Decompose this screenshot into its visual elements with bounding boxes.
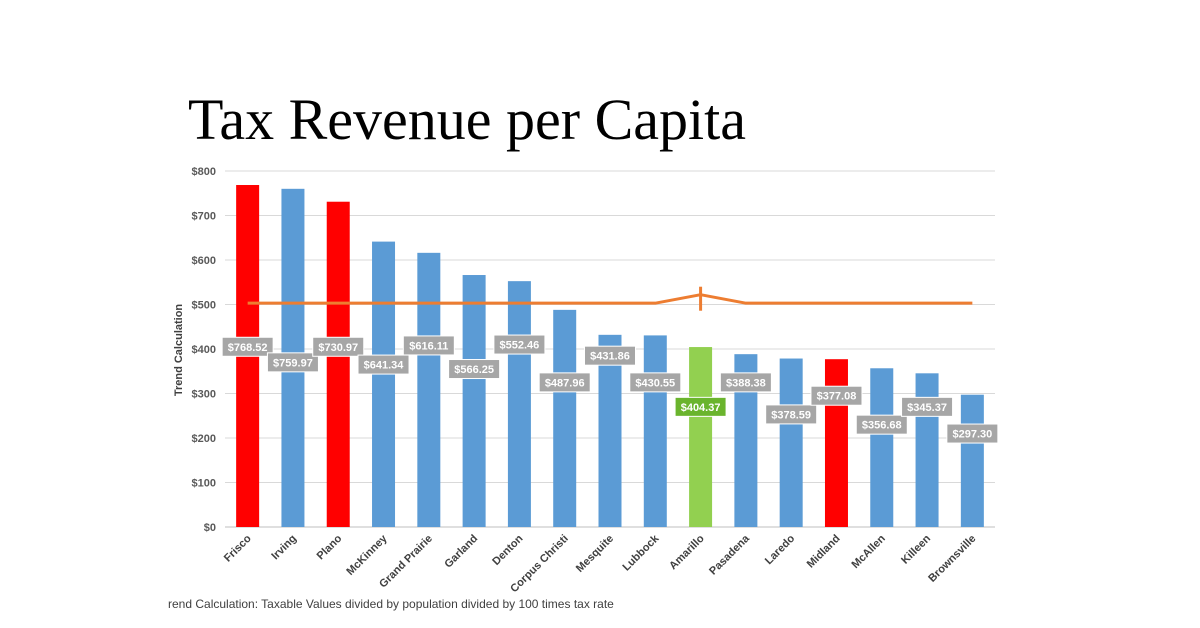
data-label-text: $431.86 [590, 351, 630, 363]
y-tick-label: $100 [192, 478, 216, 490]
bar-lubbock [643, 335, 667, 527]
data-label: $356.68 [855, 414, 908, 435]
data-label-box [630, 373, 681, 392]
bar-mckinney [372, 241, 396, 527]
data-label: $759.97 [266, 352, 319, 373]
data-label-text: $759.97 [273, 357, 313, 369]
y-tick-label: $0 [204, 522, 216, 534]
data-label-box [449, 360, 500, 379]
data-label-box [766, 405, 817, 424]
bar-denton [507, 281, 531, 527]
data-label-text: $345.37 [907, 402, 947, 414]
data-labels: $768.52 $759.97 $730.97 $641.34 $616.11 $566.… [221, 334, 999, 444]
x-tick-label: Denton [490, 532, 525, 567]
data-label-box [494, 335, 545, 354]
x-tick-label: Amarillo [667, 532, 707, 572]
y-tick-label: $600 [192, 255, 216, 267]
bar-corpus-christi [553, 309, 577, 527]
data-label: $345.37 [901, 396, 954, 417]
data-label-text: $378.59 [771, 409, 811, 421]
data-label-box [720, 373, 771, 392]
data-label-text: $616.11 [409, 340, 448, 352]
data-label: $378.59 [765, 404, 818, 425]
data-label-text: $377.08 [817, 391, 857, 403]
data-label-text: $388.38 [726, 377, 766, 389]
x-tick-label: Garland [442, 533, 480, 571]
data-label-text: $768.52 [228, 342, 268, 354]
data-label: $566.25 [448, 359, 501, 380]
data-label-text: $404.37 [681, 402, 721, 414]
x-tick-label: Killeen [899, 532, 933, 566]
y-axis-ticks: $0 $100 $200 $300 $400 $500 $600 $700 $800 [192, 166, 216, 534]
data-label: $404.37 [674, 396, 727, 417]
data-label-text: $730.97 [318, 342, 358, 354]
data-label: $768.52 [221, 336, 274, 357]
data-label-text: $552.46 [500, 340, 540, 352]
bar-plano [326, 201, 350, 527]
data-label-text: $566.25 [454, 364, 494, 376]
bar-brownsville [960, 394, 984, 527]
data-label-box [267, 353, 318, 372]
x-tick-label: Midland [805, 533, 843, 571]
data-label-text: $297.30 [952, 429, 992, 441]
data-label: $388.38 [719, 372, 772, 393]
x-tick-label: Pasadena [707, 532, 752, 577]
x-tick-label: Brownsville [926, 533, 978, 585]
data-label-text: $487.96 [545, 377, 585, 389]
bar-amarillo [689, 347, 713, 527]
data-label-box [675, 397, 726, 416]
y-tick-label: $200 [192, 433, 216, 445]
bar-grand-prairie [417, 252, 441, 527]
x-tick-label: Mesquite [574, 533, 616, 575]
bar-mesquite [598, 334, 622, 527]
data-label-box [856, 415, 907, 434]
data-label-box [222, 337, 273, 356]
y-tick-label: $800 [192, 166, 216, 178]
x-tick-label: Laredo [763, 532, 798, 567]
bar-killeen [915, 373, 939, 527]
data-label-text: $430.55 [635, 377, 675, 389]
bar-midland [824, 359, 848, 527]
x-tick-label: Lubbock [621, 532, 663, 574]
data-label-box [947, 424, 998, 443]
x-tick-label: Frisco [222, 532, 254, 564]
data-label: $487.96 [538, 372, 591, 393]
footnote: rend Calculation: Taxable Values divided… [168, 597, 614, 611]
data-label: $431.86 [584, 345, 636, 366]
x-tick-label: McAllen [850, 532, 889, 571]
y-tick-label: $300 [192, 389, 216, 401]
data-label-box [811, 386, 862, 405]
y-axis-label: Trend Calculation [173, 304, 185, 397]
reference-line-path [247, 293, 973, 305]
bar-pasadena [734, 354, 758, 527]
data-label: $552.46 [493, 334, 546, 355]
data-label-box [403, 336, 454, 355]
data-label-box [585, 346, 635, 365]
y-tick-label: $500 [192, 300, 216, 312]
data-label: $641.34 [357, 354, 410, 375]
data-label-text: $641.34 [364, 360, 405, 372]
data-label-box [313, 337, 364, 356]
x-tick-label: Irving [269, 533, 299, 563]
bar-mcallen [870, 368, 894, 527]
x-tick-label: McKinney [344, 532, 390, 578]
bar-garland [462, 275, 486, 527]
data-label: $297.30 [946, 423, 999, 444]
y-tick-label: $400 [192, 344, 216, 356]
x-tick-label: Plano [315, 532, 345, 562]
data-label-box [539, 373, 590, 392]
data-label-box [902, 397, 953, 416]
data-label: $377.08 [810, 385, 863, 406]
data-label-text: $356.68 [862, 420, 902, 432]
data-label-box [358, 355, 409, 374]
reference-line [247, 286, 973, 311]
y-tick-label: $700 [192, 211, 216, 223]
data-label: $730.97 [312, 336, 365, 357]
bar-laredo [779, 358, 803, 527]
data-label: $616.11 [402, 335, 455, 356]
data-label: $430.55 [629, 372, 682, 393]
chart-title: Tax Revenue per Capita [188, 87, 746, 152]
